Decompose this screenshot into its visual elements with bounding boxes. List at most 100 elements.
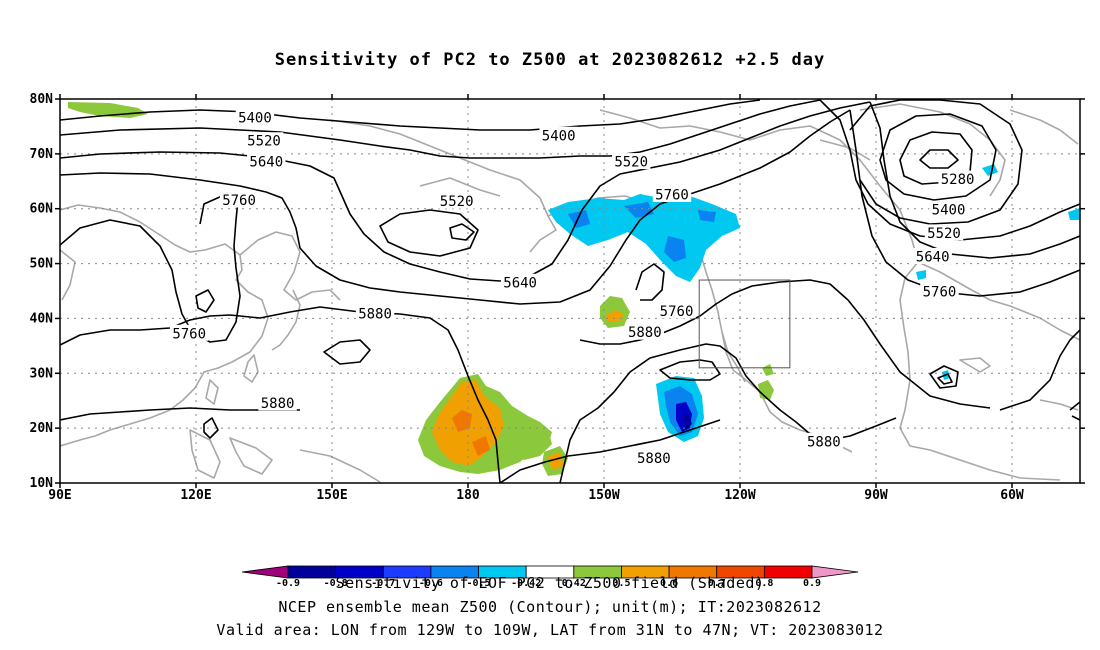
plot-frame: [59, 98, 1081, 484]
shade-patch-cyan-gulf: [548, 194, 740, 282]
contour-label-bg: [235, 109, 275, 126]
colorbar-label: -0.8: [324, 578, 348, 589]
colorbar-label: 0.9: [803, 578, 821, 589]
contour-label-bg: [170, 324, 209, 341]
contour-label-bg: [929, 200, 968, 217]
contour-label-bg: [500, 273, 540, 290]
shade-patch-navy-baja: [682, 414, 692, 430]
contour-label-bg: [652, 186, 692, 202]
contour-label-bg: [938, 170, 977, 187]
contour-label: 5880: [261, 396, 295, 412]
lat-tick-label: 70N: [30, 147, 54, 162]
caption-contour: NCEP ensemble mean Z500 (Contour); unit(…: [278, 598, 822, 616]
shade-patch-green-mex: [758, 364, 774, 400]
contour-label-bg: [258, 394, 297, 411]
contour-label: 5520: [614, 155, 648, 171]
contour-5880-ring: [323, 339, 371, 365]
contour-label: 5520: [440, 194, 474, 210]
contour-low-pac-inner: [449, 223, 475, 241]
colorbar-label: 0.6: [660, 578, 678, 589]
caption-valid-area: Valid area: LON from 129W to 109W, LAT f…: [216, 621, 884, 639]
contour-label: 5880: [807, 434, 841, 450]
contour-label: 5880: [358, 307, 392, 323]
contour-label: 5760: [222, 193, 256, 209]
contour-label: 5520: [927, 226, 961, 242]
contour-label-bg: [913, 247, 952, 264]
colorbar-label: 0.8: [755, 578, 773, 589]
contour-5880-south: [499, 419, 721, 483]
map-title: Sensitivity of PC2 to Z500 at 2023082612…: [274, 50, 826, 70]
contour-low-arctic-2: [899, 131, 973, 185]
contour-label: 5760: [660, 304, 694, 320]
contour-5880-main: [60, 306, 501, 483]
contour-label: 5520: [247, 134, 281, 150]
shade-patch-orange-east: [548, 452, 564, 470]
colorbar-label: -0.5: [466, 578, 490, 589]
contour-label: 5760: [923, 285, 957, 301]
lon-tick-label: 180: [456, 488, 480, 503]
contour-label: 5880: [637, 451, 671, 467]
lon-tick-label: 60W: [1000, 488, 1024, 503]
plot-background: [60, 99, 1080, 483]
contour-label: 5400: [932, 202, 966, 218]
contour-label-bg: [657, 302, 696, 319]
colorbar-label: -0.6: [419, 578, 443, 589]
contour-pac-wiggle: [635, 263, 665, 301]
lat-tick-label: 40N: [30, 311, 54, 326]
lat-tick-label: 60N: [30, 202, 54, 217]
contour-label-bg: [612, 153, 651, 170]
valid-area-box: [698, 279, 791, 369]
z500-contours: [60, 99, 1080, 483]
shade-patch-orange-pac: [605, 310, 624, 322]
contour-ring-atlantic: [929, 365, 959, 389]
contour-5640: [60, 101, 871, 282]
caption-shaded: Sensitivity of EOF PC2 to Z500 field (Sh…: [335, 574, 765, 592]
colorbar-label: 0.42: [562, 578, 586, 589]
colorbar-label: -0.9: [276, 578, 300, 589]
axes: 10N 20N 30N 40N 50N 60N 70N 80N 90E 120E 150E 180 15…: [30, 92, 1085, 503]
lon-tick-label: 120W: [724, 488, 755, 503]
contour-low-arctic-3: [879, 113, 997, 201]
contour-label: 5400: [238, 111, 272, 127]
contour-label: 5880: [628, 325, 662, 341]
contour-label-bg: [247, 153, 286, 170]
contour-label-bg: [437, 192, 476, 209]
contour-east-wedge: [1069, 401, 1080, 421]
contour-labels: 5400 5520 5640 5760 5400 5520 5520 5760 5640 5760…: [170, 109, 977, 467]
contour-5760-a: [60, 109, 851, 305]
lat-tick-label: 80N: [30, 92, 54, 107]
lat-tick-label: 30N: [30, 366, 54, 381]
colorbar-label: -0.7: [371, 578, 395, 589]
colorbar-label: 0.5: [612, 578, 630, 589]
contour-label: 5640: [503, 275, 537, 291]
contour-atl-wave: [999, 329, 1080, 411]
contour-label-bg: [924, 224, 964, 241]
shade-patch-orange-deep: [452, 410, 538, 456]
contour-label: 5400: [542, 128, 576, 144]
lon-tick-label: 90E: [48, 488, 71, 503]
lat-tick-label: 50N: [30, 257, 54, 272]
shade-patch-blue-gulf: [568, 202, 716, 262]
contour-label-bg: [219, 191, 259, 208]
contour-label-bg: [244, 132, 284, 149]
colorbar-label: -0.42: [511, 578, 541, 589]
contour-5400: [60, 99, 761, 131]
contour-label-bg: [355, 305, 395, 322]
contour-label: 5640: [249, 155, 283, 171]
contour-low-arctic-4: [849, 99, 1023, 225]
lon-tick-label: 150E: [316, 488, 347, 503]
lat-tick-label: 20N: [30, 421, 54, 436]
lon-tick-label: 120E: [180, 488, 211, 503]
contour-5880-loop: [659, 359, 721, 381]
contour-label-bg: [539, 126, 578, 143]
contour-label: 5280: [941, 172, 975, 188]
lon-tick-label: 150W: [588, 488, 619, 503]
contour-label: 5760: [172, 326, 206, 342]
colorbar-end-high: [811, 565, 859, 579]
colorbar: -0.9 -0.8 -0.7 -0.6 -0.5 -0.42 0.42 0.5 0.6 0.7 0.…: [241, 565, 859, 589]
contour-low-asia: [195, 289, 215, 313]
contour-label-bg: [634, 449, 674, 466]
contour-low-arctic-1: [919, 149, 959, 169]
contour-ring-asia-south: [203, 417, 219, 439]
